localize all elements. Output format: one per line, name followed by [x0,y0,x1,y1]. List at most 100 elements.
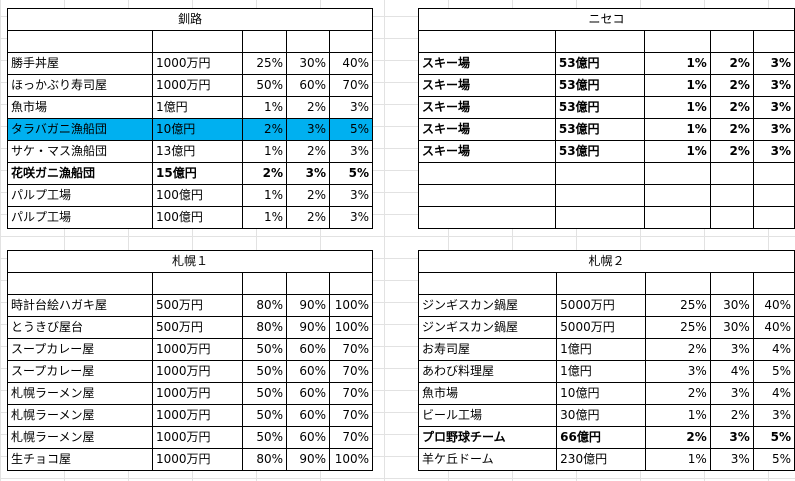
name-cell[interactable]: パルプ工場 [7,184,153,207]
rate-cell-2[interactable]: 90% [286,448,330,471]
price-cell[interactable]: 100億円 [152,184,243,207]
name-cell[interactable]: 札幌ラーメン屋 [7,382,153,405]
empty-cell[interactable] [329,30,373,53]
rate-cell-2[interactable] [709,162,754,185]
rate-cell-1[interactable]: 1% [644,96,711,119]
rate-cell-3[interactable]: 3% [752,74,795,97]
name-cell[interactable]: 魚市場 [7,96,153,119]
rate-cell-3[interactable]: 100% [329,294,373,317]
rate-cell-3[interactable]: 3% [752,140,795,163]
name-cell[interactable] [418,184,556,207]
rate-cell-1[interactable]: 1% [644,52,711,75]
empty-cell[interactable] [554,30,646,53]
empty-cell[interactable] [752,30,795,53]
rate-cell-2[interactable]: 30% [709,316,754,339]
rate-cell-2[interactable]: 90% [286,294,330,317]
rate-cell-3[interactable]: 5% [752,426,795,449]
empty-cell[interactable] [418,30,556,53]
empty-cell[interactable] [709,30,754,53]
price-cell[interactable]: 230億円 [556,448,647,471]
name-cell[interactable]: 魚市場 [417,382,558,405]
price-cell[interactable]: 13億円 [152,140,243,163]
rate-cell-2[interactable]: 3% [709,382,754,405]
price-cell[interactable]: 5000万円 [556,294,647,317]
rate-cell-3[interactable]: 40% [329,52,373,75]
rate-cell-3[interactable]: 3% [752,52,795,75]
price-cell[interactable]: 10億円 [556,382,647,405]
rate-cell-1[interactable]: 25% [645,316,711,339]
rate-cell-1[interactable]: 80% [242,316,287,339]
rate-cell-2[interactable]: 60% [286,382,330,405]
rate-cell-1[interactable] [644,184,711,207]
name-cell[interactable]: 花咲ガニ漁船団 [7,162,153,185]
rate-cell-3[interactable]: 5% [329,118,373,141]
price-cell[interactable]: 53億円 [554,52,646,75]
name-cell[interactable]: スキー場 [418,96,556,119]
name-cell[interactable]: プロ野球チーム [417,426,558,449]
rate-cell-3[interactable]: 100% [329,316,373,339]
rate-cell-1[interactable]: 1% [644,140,711,163]
price-cell[interactable]: 100億円 [152,206,243,229]
empty-cell[interactable] [644,30,711,53]
rate-cell-2[interactable]: 60% [286,338,330,361]
name-cell[interactable]: ビール工場 [417,404,558,427]
price-cell[interactable]: 1000万円 [152,426,243,449]
rate-cell-3[interactable]: 3% [752,118,795,141]
price-cell[interactable]: 500万円 [152,294,243,317]
rate-cell-2[interactable] [709,206,754,229]
empty-cell[interactable] [329,272,373,295]
rate-cell-2[interactable]: 2% [709,140,754,163]
rate-cell-3[interactable]: 3% [752,404,795,427]
rate-cell-2[interactable]: 3% [709,426,754,449]
price-cell[interactable]: 53億円 [554,74,646,97]
rate-cell-3[interactable]: 40% [752,316,795,339]
price-cell[interactable]: 1000万円 [152,52,243,75]
rate-cell-1[interactable]: 50% [242,74,287,97]
rate-cell-2[interactable]: 3% [286,118,330,141]
rate-cell-2[interactable]: 2% [286,184,330,207]
empty-cell[interactable] [556,272,647,295]
name-cell[interactable]: サケ・マス漁船団 [7,140,153,163]
name-cell[interactable]: とうきび屋台 [7,316,153,339]
rate-cell-1[interactable]: 3% [645,360,711,383]
empty-cell[interactable] [752,272,795,295]
price-cell[interactable]: 10億円 [152,118,243,141]
name-cell[interactable]: 札幌ラーメン屋 [7,426,153,449]
rate-cell-2[interactable]: 30% [709,294,754,317]
rate-cell-1[interactable]: 1% [242,96,287,119]
rate-cell-3[interactable]: 70% [329,74,373,97]
rate-cell-1[interactable]: 2% [645,382,711,405]
name-cell[interactable]: タラバガニ漁船団 [7,118,153,141]
price-cell[interactable]: 1億円 [556,338,647,361]
rate-cell-1[interactable]: 1% [644,118,711,141]
name-cell[interactable]: スキー場 [418,118,556,141]
rate-cell-3[interactable]: 4% [752,338,795,361]
rate-cell-1[interactable]: 2% [645,426,711,449]
name-cell[interactable]: スープカレー屋 [7,338,153,361]
table-title[interactable]: ニセコ [418,8,795,31]
rate-cell-2[interactable] [709,184,754,207]
price-cell[interactable]: 1億円 [152,96,243,119]
name-cell[interactable]: スキー場 [418,140,556,163]
rate-cell-2[interactable]: 60% [286,404,330,427]
name-cell[interactable]: スキー場 [418,52,556,75]
table-title[interactable]: 札幌２ [418,250,795,273]
rate-cell-3[interactable]: 3% [329,206,373,229]
table-title[interactable]: 札幌１ [7,250,373,273]
rate-cell-2[interactable]: 2% [709,118,754,141]
rate-cell-2[interactable]: 3% [709,448,754,471]
price-cell[interactable]: 53億円 [554,96,646,119]
name-cell[interactable]: ほっかぶり寿司屋 [7,74,153,97]
empty-cell[interactable] [286,272,330,295]
rate-cell-2[interactable]: 2% [709,74,754,97]
rate-cell-2[interactable]: 60% [286,360,330,383]
name-cell[interactable]: パルプ工場 [7,206,153,229]
rate-cell-1[interactable]: 1% [645,404,711,427]
rate-cell-2[interactable]: 2% [286,96,330,119]
rate-cell-2[interactable]: 4% [709,360,754,383]
empty-cell[interactable] [645,272,711,295]
price-cell[interactable] [554,206,646,229]
rate-cell-1[interactable]: 1% [242,206,287,229]
rate-cell-2[interactable]: 30% [286,52,330,75]
price-cell[interactable]: 1000万円 [152,74,243,97]
